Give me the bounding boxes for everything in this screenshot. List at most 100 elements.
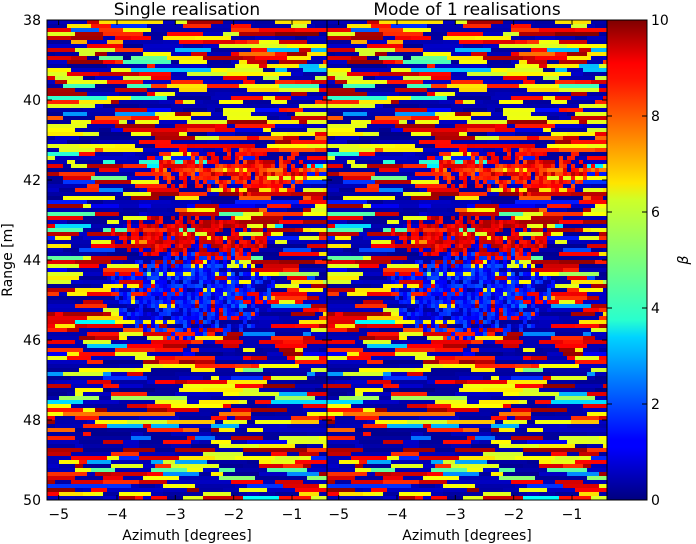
heatmap-cell: [59, 260, 64, 265]
heatmap-cell: [151, 184, 156, 189]
heatmap-cell: [179, 172, 184, 177]
heatmap-cell: [91, 104, 96, 109]
heatmap-cell: [315, 260, 320, 265]
heatmap-cell: [223, 164, 228, 169]
heatmap-cell: [291, 188, 296, 193]
heatmap-cell: [199, 104, 204, 109]
heatmap-cell: [207, 56, 212, 61]
heatmap-cell: [83, 232, 88, 237]
heatmap-cell: [239, 76, 244, 81]
heatmap-cell: [171, 272, 176, 277]
heatmap-cell: [319, 224, 324, 229]
heatmap-cell: [195, 80, 200, 85]
heatmap-cell: [155, 164, 160, 169]
heatmap-cell: [159, 188, 164, 193]
heatmap-cell: [195, 124, 200, 129]
heatmap-cell: [127, 64, 132, 69]
heatmap-cell: [123, 268, 128, 273]
heatmap-cell: [207, 152, 212, 157]
heatmap-cell: [171, 120, 176, 125]
heatmap-cell: [119, 36, 124, 41]
heatmap-cell: [83, 96, 88, 101]
heatmap-cell: [51, 180, 56, 185]
heatmap-cell: [131, 124, 136, 129]
heatmap-cell: [99, 248, 104, 253]
heatmap-cell: [267, 144, 272, 149]
heatmap-cell: [315, 248, 320, 253]
heatmap-cell: [63, 72, 68, 77]
heatmap-cell: [107, 164, 112, 169]
heatmap-cell: [63, 224, 68, 229]
heatmap-cell: [263, 104, 268, 109]
heatmap-cell: [291, 296, 296, 301]
heatmap-cell: [91, 240, 96, 245]
heatmap-cell: [243, 200, 248, 205]
heatmap-cell: [179, 228, 184, 233]
heatmap-cell: [47, 132, 52, 137]
heatmap-cell: [251, 52, 256, 57]
heatmap-cell: [143, 24, 148, 29]
heatmap-cell: [103, 116, 108, 121]
heatmap-cell: [91, 172, 96, 177]
heatmap-cell: [255, 132, 260, 137]
heatmap-cell: [271, 104, 276, 109]
heatmap-cell: [83, 184, 88, 189]
heatmap-cell: [79, 132, 84, 137]
heatmap-cell: [283, 268, 288, 273]
heatmap-cell: [195, 224, 200, 229]
heatmap-cell: [235, 292, 240, 297]
heatmap-cell: [115, 240, 120, 245]
heatmap-cell: [279, 172, 284, 177]
heatmap-cell: [195, 280, 200, 285]
heatmap-cell: [207, 96, 212, 101]
heatmap-cell: [263, 220, 268, 225]
heatmap-cell: [147, 112, 152, 117]
heatmap-cell: [235, 140, 240, 145]
heatmap-cell: [163, 216, 168, 221]
heatmap-cell: [307, 48, 312, 53]
heatmap-cell: [111, 140, 116, 145]
heatmap-cell: [115, 100, 120, 105]
heatmap-cell: [95, 284, 100, 289]
heatmap-cell: [259, 212, 264, 217]
heatmap-cell: [303, 176, 308, 181]
heatmap-cell: [87, 80, 92, 85]
heatmap-cell: [231, 76, 236, 81]
heatmap-cell: [63, 44, 68, 49]
heatmap-cell: [71, 168, 76, 173]
heatmap-cell: [291, 132, 296, 137]
heatmap-cell: [159, 160, 164, 165]
heatmap-cell: [79, 212, 84, 217]
heatmap-cell: [99, 224, 104, 229]
heatmap-cell: [251, 236, 256, 241]
heatmap-cell: [135, 132, 140, 137]
heatmap-cell: [263, 204, 268, 209]
heatmap-cell: [247, 84, 252, 89]
heatmap-cell: [83, 152, 88, 157]
heatmap-cell: [163, 268, 168, 273]
heatmap-cell: [279, 160, 284, 165]
heatmap-cell: [63, 96, 68, 101]
heatmap-cell: [191, 80, 196, 85]
heatmap-cell: [183, 144, 188, 149]
heatmap-cell: [115, 304, 120, 309]
heatmap-cell: [143, 96, 148, 101]
heatmap-cell: [95, 164, 100, 169]
heatmap-cell: [63, 56, 68, 61]
heatmap-cell: [103, 200, 108, 205]
heatmap-cell: [171, 192, 176, 197]
heatmap-cell: [47, 272, 52, 277]
heatmap-cell: [251, 208, 256, 213]
heatmap-cell: [55, 144, 60, 149]
heatmap-cell: [183, 160, 188, 165]
heatmap-cell: [63, 52, 68, 57]
heatmap-cell: [287, 180, 292, 185]
heatmap-cell: [95, 144, 100, 149]
heatmap-cell: [215, 228, 220, 233]
heatmap-cell: [163, 212, 168, 217]
heatmap-cell: [91, 124, 96, 129]
heatmap-cell: [107, 40, 112, 45]
heatmap-cell: [255, 184, 260, 189]
heatmap-cell: [219, 156, 224, 161]
heatmap-cell: [91, 160, 96, 165]
